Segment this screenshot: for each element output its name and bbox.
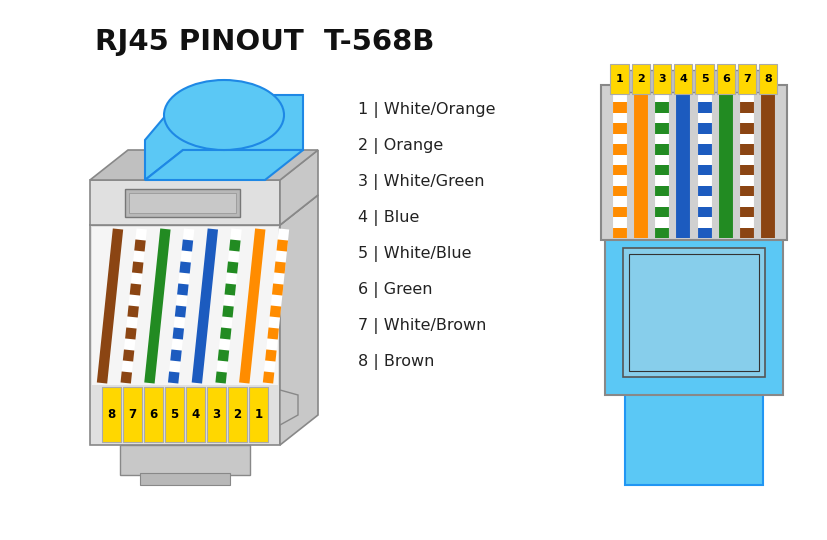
FancyBboxPatch shape <box>129 193 236 213</box>
Polygon shape <box>90 180 280 225</box>
Text: 7: 7 <box>743 74 750 84</box>
Ellipse shape <box>164 80 284 150</box>
Text: RJ45 PINOUT  T-568B: RJ45 PINOUT T-568B <box>95 28 434 56</box>
Text: 8: 8 <box>763 74 772 84</box>
FancyBboxPatch shape <box>165 387 184 442</box>
FancyBboxPatch shape <box>140 473 230 485</box>
Text: 4: 4 <box>191 408 199 421</box>
Text: 8: 8 <box>108 408 116 421</box>
Polygon shape <box>280 390 298 425</box>
FancyBboxPatch shape <box>695 64 713 94</box>
FancyBboxPatch shape <box>622 248 764 377</box>
Text: 2: 2 <box>233 408 241 421</box>
Text: 3 | White/Green: 3 | White/Green <box>357 174 484 190</box>
Text: 5 | White/Blue: 5 | White/Blue <box>357 246 471 262</box>
FancyBboxPatch shape <box>186 387 205 442</box>
FancyBboxPatch shape <box>631 64 649 94</box>
Text: 4 | Blue: 4 | Blue <box>357 210 418 226</box>
FancyBboxPatch shape <box>616 70 770 92</box>
Polygon shape <box>90 195 318 225</box>
Text: 2 | Orange: 2 | Orange <box>357 138 442 154</box>
Text: 1: 1 <box>615 74 623 84</box>
FancyBboxPatch shape <box>758 64 777 94</box>
Polygon shape <box>90 150 318 180</box>
FancyBboxPatch shape <box>144 387 163 442</box>
Polygon shape <box>92 227 278 385</box>
Text: 6: 6 <box>721 74 729 84</box>
FancyBboxPatch shape <box>600 85 786 240</box>
FancyBboxPatch shape <box>609 64 628 94</box>
FancyBboxPatch shape <box>102 387 121 442</box>
FancyBboxPatch shape <box>629 254 758 371</box>
FancyBboxPatch shape <box>125 189 240 217</box>
FancyBboxPatch shape <box>653 64 671 94</box>
Text: 8 | Brown: 8 | Brown <box>357 354 434 370</box>
FancyBboxPatch shape <box>249 387 268 442</box>
Polygon shape <box>280 150 318 225</box>
Text: 5: 5 <box>170 408 179 421</box>
Text: 6 | Green: 6 | Green <box>357 282 432 298</box>
Text: 3: 3 <box>213 408 220 421</box>
FancyBboxPatch shape <box>624 385 762 485</box>
FancyBboxPatch shape <box>120 445 250 475</box>
Polygon shape <box>280 195 318 445</box>
FancyBboxPatch shape <box>227 387 246 442</box>
Text: 6: 6 <box>149 408 157 421</box>
Polygon shape <box>145 95 303 180</box>
FancyBboxPatch shape <box>716 64 734 94</box>
Text: 7 | White/Brown: 7 | White/Brown <box>357 318 485 334</box>
Text: 1 | White/Orange: 1 | White/Orange <box>357 102 495 118</box>
Text: 7: 7 <box>128 408 136 421</box>
Polygon shape <box>90 225 280 445</box>
Text: 2: 2 <box>636 74 644 84</box>
FancyBboxPatch shape <box>605 230 782 395</box>
Text: 4: 4 <box>679 74 686 84</box>
FancyBboxPatch shape <box>123 387 141 442</box>
FancyBboxPatch shape <box>673 64 691 94</box>
Text: 5: 5 <box>700 74 708 84</box>
Polygon shape <box>145 150 303 180</box>
FancyBboxPatch shape <box>207 387 226 442</box>
Text: 3: 3 <box>657 74 665 84</box>
FancyBboxPatch shape <box>737 64 755 94</box>
Text: 1: 1 <box>254 408 262 421</box>
